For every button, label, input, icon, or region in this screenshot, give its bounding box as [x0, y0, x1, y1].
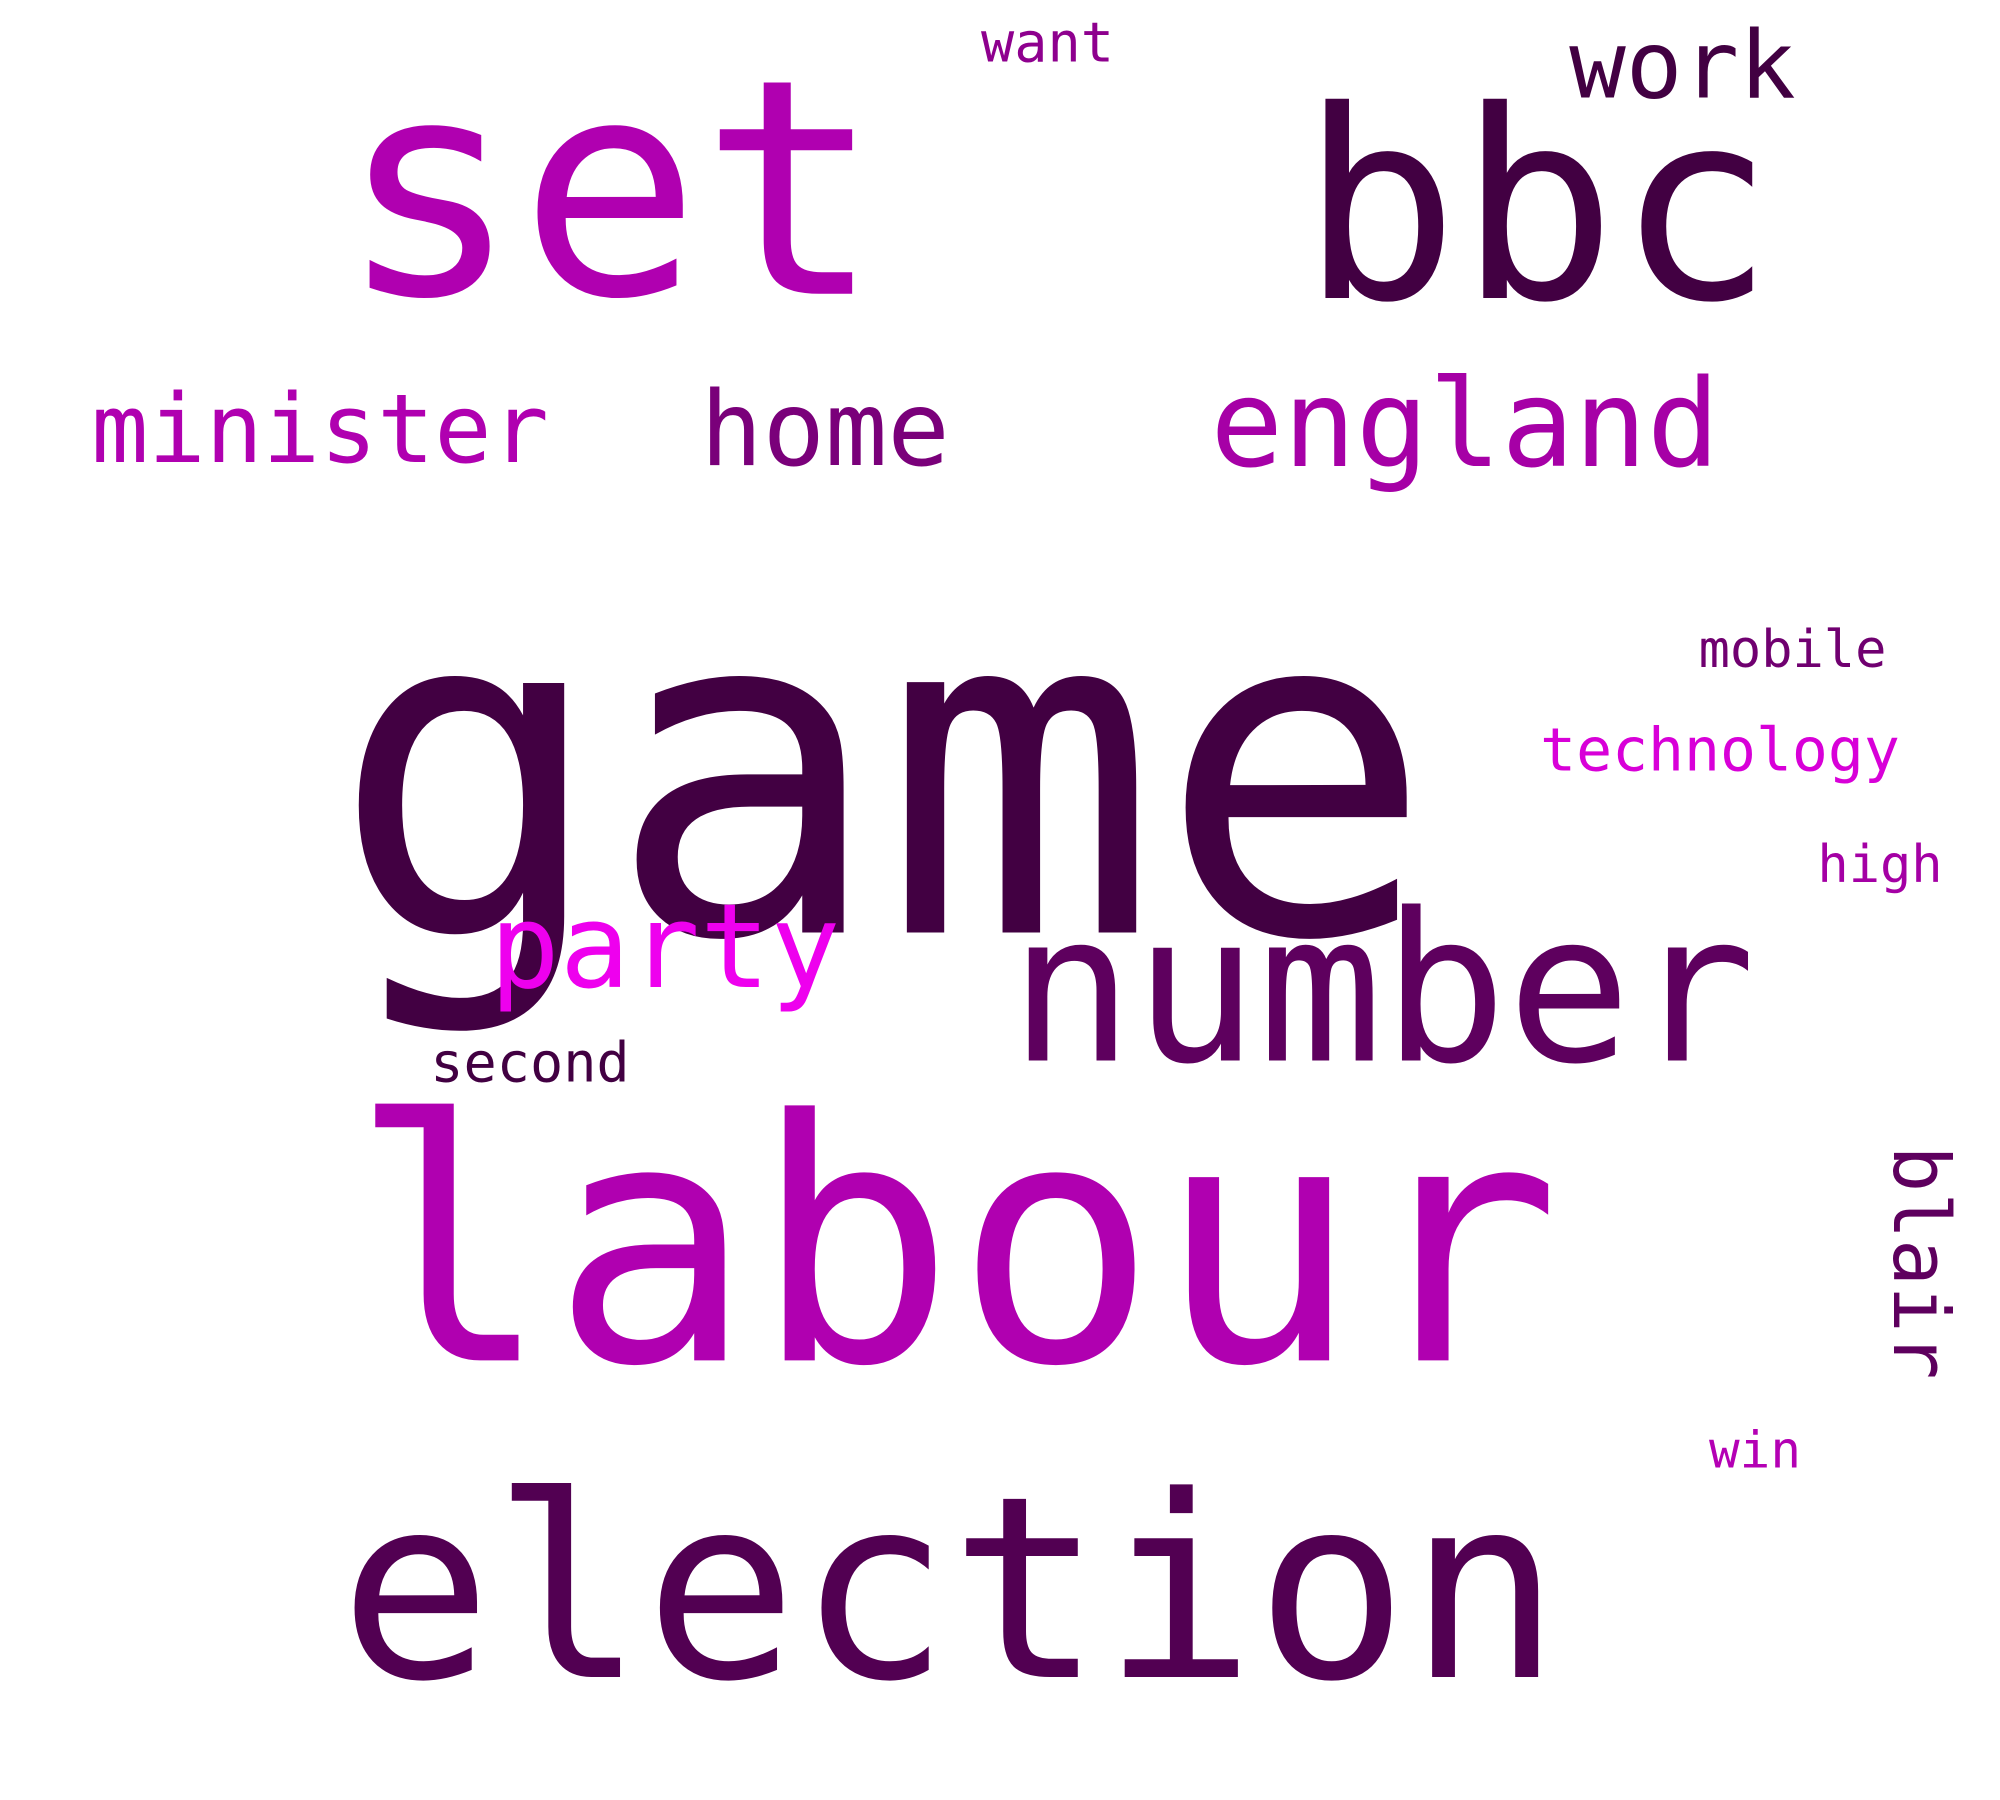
- word-home: home: [700, 370, 949, 490]
- word-high: high: [1817, 835, 1942, 895]
- word-labour: labour: [349, 1050, 1561, 1440]
- word-election: election: [339, 1442, 1560, 1737]
- word-want: want: [981, 12, 1114, 76]
- word-blair: blair: [1875, 1146, 1965, 1380]
- word-second: second: [430, 1032, 629, 1096]
- word-work: work: [1569, 11, 1795, 120]
- word-win: win: [1709, 1422, 1801, 1481]
- word-party: party: [490, 880, 841, 1015]
- word-minister: minister: [91, 375, 549, 485]
- word-bbc: bbc: [1301, 55, 1775, 360]
- word-game: game: [331, 507, 1433, 1040]
- word-technology: technology: [1540, 716, 1900, 785]
- word-england: england: [1210, 354, 1719, 495]
- word-mobile: mobile: [1699, 620, 1887, 680]
- word-set: set: [338, 15, 881, 365]
- word-number: number: [1009, 869, 1756, 1110]
